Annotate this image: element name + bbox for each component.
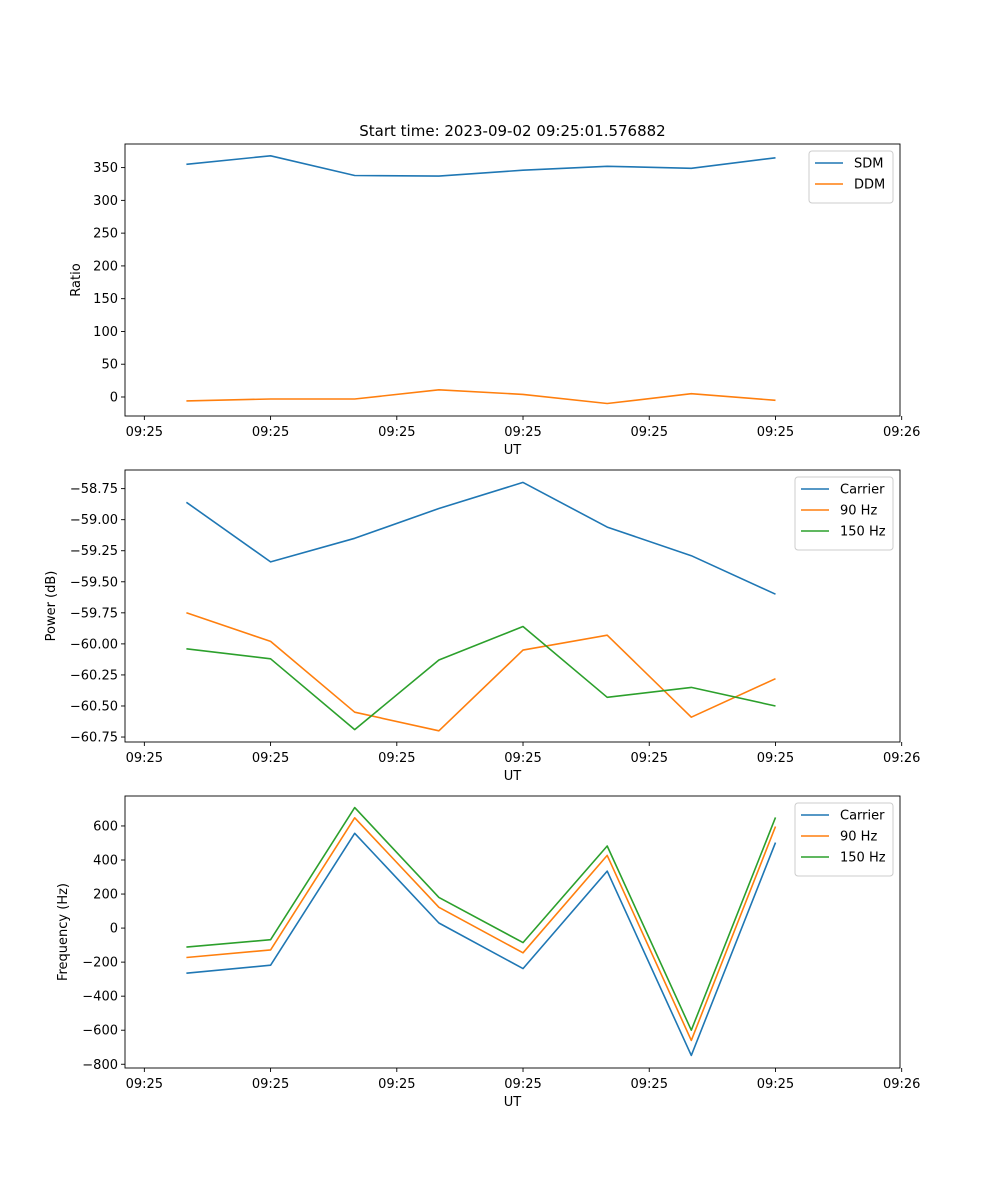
- x-tick-label: 09:25: [504, 425, 541, 440]
- y-tick-label: −59.25: [70, 544, 118, 559]
- y-tick-label: 200: [93, 259, 118, 274]
- x-tick-label: 09:26: [883, 425, 920, 440]
- x-axis-label: UT: [504, 1095, 522, 1110]
- y-axis-label: Frequency (Hz): [56, 883, 71, 981]
- x-tick-label: 09:25: [631, 1077, 668, 1092]
- y-tick-label: −800: [82, 1058, 118, 1073]
- x-tick-label: 09:26: [883, 1077, 920, 1092]
- series-line-carrier: [185, 481, 776, 595]
- y-tick-label: −200: [82, 956, 118, 971]
- y-tick-label: −60.75: [70, 731, 118, 746]
- charts-container: 09:25 09:25 09:25 09:25 09:25 09:25 09:26 0 50 10…: [44, 143, 920, 1110]
- x-tick-label: 09:25: [504, 751, 541, 766]
- y-tick-label: 300: [93, 194, 118, 209]
- x-tick-label: 09:25: [252, 751, 289, 766]
- x-tick-label: 09:25: [757, 425, 794, 440]
- legend-label: Carrier: [840, 483, 885, 498]
- x-tick-label: 09:25: [126, 425, 163, 440]
- legend-label: 90 Hz: [840, 504, 877, 519]
- legend-label: 90 Hz: [840, 830, 877, 845]
- legend-label: 150 Hz: [840, 525, 886, 540]
- y-tick-label: −60.50: [70, 699, 118, 714]
- series-line-90-hz: [186, 816, 777, 1042]
- legend-label: DDM: [854, 178, 885, 193]
- series-line-90-hz: [186, 612, 776, 732]
- y-tick-label: −400: [82, 990, 118, 1005]
- legend: Carrier 90 Hz 150 Hz: [794, 476, 894, 551]
- x-tick-label: 09:25: [378, 1077, 415, 1092]
- x-tick-label: 09:25: [757, 1077, 794, 1092]
- figure-title: Start time: 2023-09-02 09:25:01.576882: [359, 122, 665, 140]
- y-axis-label: Ratio: [69, 263, 84, 296]
- x-axis-label: UT: [504, 769, 522, 784]
- y-tick-label: 600: [93, 819, 118, 834]
- x-tick-label: 09:25: [631, 751, 668, 766]
- y-tick-label: 50: [101, 358, 118, 373]
- series-line-150-hz: [186, 806, 777, 1031]
- legend-box: [808, 150, 894, 204]
- chart-3: 09:25 09:25 09:25 09:25 09:25 09:25 09:26 −800 −…: [56, 795, 920, 1110]
- x-axis-label: UT: [504, 443, 522, 458]
- x-tick-label: 09:25: [631, 425, 668, 440]
- y-tick-label: −59.00: [70, 513, 118, 528]
- y-tick-label: 250: [93, 227, 118, 242]
- x-tick-label: 09:25: [126, 751, 163, 766]
- y-tick-label: 400: [93, 854, 118, 869]
- y-tick-label: −59.50: [70, 575, 118, 590]
- y-tick-label: −60.25: [70, 668, 118, 683]
- axes-frame: [124, 469, 901, 743]
- x-tick-label: 09:26: [883, 751, 920, 766]
- legend-label: 150 Hz: [840, 851, 886, 866]
- x-tick-label: 09:25: [757, 751, 794, 766]
- y-tick-label: −58.75: [70, 482, 118, 497]
- y-axis-label: Power (dB): [44, 571, 59, 642]
- x-tick-label: 09:25: [126, 1077, 163, 1092]
- x-tick-label: 09:25: [252, 425, 289, 440]
- y-tick-label: −600: [82, 1024, 118, 1039]
- chart-2: 09:25 09:25 09:25 09:25 09:25 09:25 09:26 −60.7…: [44, 469, 920, 784]
- axes-frame: [124, 795, 901, 1069]
- x-tick-label: 09:25: [504, 1077, 541, 1092]
- series-line-ddm: [186, 388, 776, 405]
- x-tick-label: 09:25: [378, 425, 415, 440]
- series-line-sdm: [186, 155, 776, 177]
- legend: SDM DDM: [808, 150, 894, 204]
- y-tick-label: 0: [110, 922, 118, 937]
- series-line-150-hz: [186, 625, 776, 731]
- legend-label: SDM: [854, 157, 883, 172]
- axes-frame: [124, 143, 901, 417]
- series-line-carrier: [186, 832, 777, 1057]
- y-tick-label: −59.75: [70, 606, 118, 621]
- y-tick-label: 0: [110, 390, 118, 405]
- y-tick-label: 100: [93, 325, 118, 340]
- legend-label: Carrier: [840, 809, 885, 824]
- y-tick-label: −60.00: [70, 637, 118, 652]
- x-tick-label: 09:25: [378, 751, 415, 766]
- y-tick-label: 200: [93, 888, 118, 903]
- y-tick-label: 150: [93, 292, 118, 307]
- chart-1: 09:25 09:25 09:25 09:25 09:25 09:25 09:26 0 50 10…: [69, 143, 920, 458]
- y-tick-label: 350: [93, 161, 118, 176]
- x-tick-label: 09:25: [252, 1077, 289, 1092]
- legend: Carrier 90 Hz 150 Hz: [794, 802, 894, 877]
